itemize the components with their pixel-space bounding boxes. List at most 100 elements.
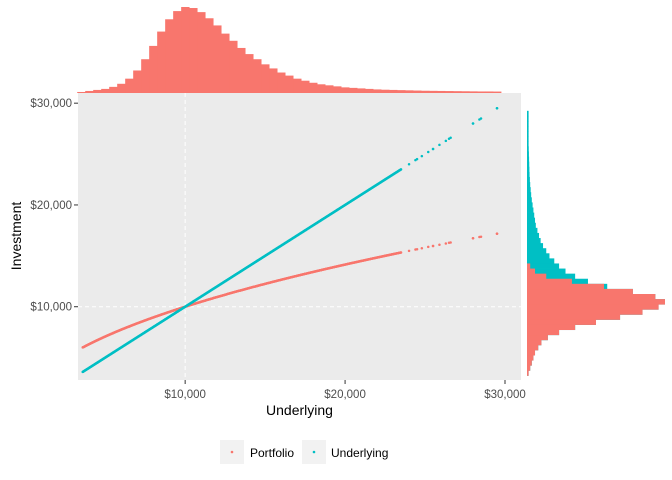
point-underlying [426, 150, 430, 154]
right-hist-bar-portfolio [527, 294, 656, 300]
right-hist-bar-underlying [527, 217, 536, 224]
right-hist-bar-portfolio [527, 309, 643, 315]
data-point-portfolio [479, 235, 483, 238]
right-hist-bar-underlying [527, 141, 529, 147]
right-hist-bar-portfolio [527, 263, 531, 269]
top-hist-bar [181, 7, 190, 93]
data-point-underlying [127, 341, 131, 344]
right-hist-bar-underlying [527, 197, 532, 203]
data-points [81, 107, 499, 374]
right-hist-bar-underlying [527, 273, 576, 280]
data-point-underlying [95, 361, 99, 364]
data-point-portfolio [143, 319, 147, 322]
data-point-underlying [367, 188, 371, 191]
right-hist-bar-underlying [527, 192, 532, 198]
point-portfolio [407, 249, 411, 253]
data-point-underlying [319, 218, 323, 222]
data-point-portfolio [223, 293, 227, 296]
data-point-portfolio [111, 331, 115, 335]
top-hist-bar [165, 19, 174, 94]
right-hist-bar-underlying [527, 227, 538, 234]
right-hist-bar-underlying [527, 115, 529, 122]
x-axis-ticks: $10,000 $20,000 $30,000 [164, 380, 526, 401]
top-hist-bar [157, 31, 166, 94]
top-hist-bar [429, 90, 438, 93]
right-hist-bar-underlying [527, 202, 533, 208]
right-hist-bar-portfolio [527, 288, 633, 295]
top-hist-bar [253, 59, 262, 93]
x-tick-label: $20,000 [324, 389, 366, 401]
top-hist-bar [397, 90, 406, 93]
data-point-portfolio [367, 258, 371, 261]
right-hist-bar-underlying [527, 212, 535, 219]
reference-lines [78, 93, 521, 380]
right-hist-bar-underlying [527, 156, 530, 163]
data-point-underlying [223, 280, 227, 283]
right-hist-bar-underlying [527, 161, 530, 168]
top-hist-bar [141, 59, 150, 93]
right-hist-bar-underlying [527, 166, 530, 173]
right-hist-bar-underlying [527, 126, 529, 132]
top-hist-bar [125, 78, 134, 93]
point-portfolio [438, 243, 441, 246]
top-hist-bar [317, 84, 326, 93]
data-point-portfolio [255, 284, 259, 288]
legend-point-portfolio [230, 450, 234, 454]
data-point-portfolio [287, 276, 291, 279]
data-point-underlying [471, 122, 475, 125]
point-portfolio [426, 245, 430, 249]
top-hist-bar [309, 82, 318, 93]
top-hist-bar [485, 91, 494, 93]
data-point-underlying [415, 157, 419, 161]
right-hist-bar-portfolio [527, 334, 548, 341]
data-point-underlying [383, 178, 387, 181]
top-hist-bar [133, 70, 142, 93]
right-hist-bar-portfolio [527, 339, 542, 346]
data-point-underlying [207, 290, 211, 293]
point-portfolio [444, 242, 448, 245]
data-point-portfolio [81, 346, 85, 349]
top-hist-bar [349, 87, 358, 93]
point-underlying [444, 139, 448, 143]
right-hist-bar-underlying [527, 253, 550, 259]
data-point-underlying [303, 229, 307, 232]
top-hist-bar [101, 88, 110, 93]
top-hist-bar [421, 90, 430, 93]
data-point-portfolio [95, 339, 99, 342]
data-point-underlying [159, 320, 163, 324]
data-point-underlying [239, 269, 243, 273]
y-axis-title: Investment [8, 202, 24, 271]
legend-point-underlying [312, 450, 316, 454]
plot-panel [78, 93, 521, 380]
data-point-underlying [111, 351, 115, 354]
right-hist-bar-portfolio [527, 370, 529, 376]
data-point-underlying [399, 168, 403, 171]
right-hist-bar-underlying [527, 222, 536, 229]
y-tick-label: $30,000 [30, 98, 72, 110]
data-point-portfolio [399, 251, 403, 254]
right-hist-bar-portfolio [527, 324, 576, 331]
top-hist-bar [173, 11, 182, 93]
top-hist-bar [285, 75, 294, 93]
data-point-portfolio [471, 236, 475, 240]
data-point-portfolio [495, 232, 499, 235]
right-hist-bar-underlying [527, 232, 540, 239]
right-hist-bar-underlying [527, 182, 531, 188]
right-hist-bar-portfolio [527, 283, 605, 290]
right-hist-bar-underlying [527, 151, 529, 158]
series-underlying [81, 107, 499, 374]
y-tick-label: $10,000 [30, 302, 72, 314]
top-hist-bar [341, 87, 350, 93]
top-hist-bar [365, 88, 374, 93]
point-portfolio [420, 246, 424, 250]
legend: Portfolio Underlying [220, 440, 388, 464]
top-hist-bar [197, 12, 206, 93]
right-hist-bar-portfolio [527, 329, 560, 336]
right-hist-bar-underlying [527, 110, 529, 117]
top-hist-bar [493, 91, 502, 93]
right-hist-bar-underlying [527, 136, 529, 142]
data-point-underlying [81, 370, 85, 374]
x-tick-label: $30,000 [484, 389, 526, 401]
top-hist-bar [221, 33, 230, 93]
right-hist-bar-portfolio [527, 344, 539, 351]
